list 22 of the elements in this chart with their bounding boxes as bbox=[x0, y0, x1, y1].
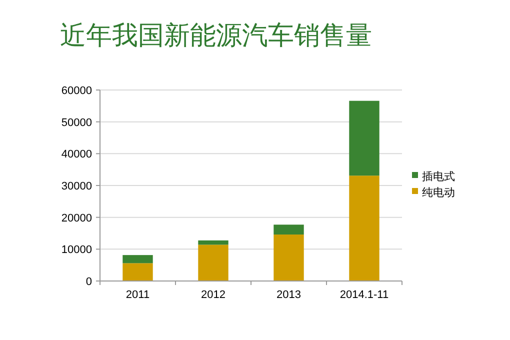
bar bbox=[198, 240, 228, 245]
legend-label: 插电式 bbox=[422, 170, 455, 183]
chart-title: 近年我国新能源汽车销售量 bbox=[60, 20, 372, 50]
y-tick-label: 0 bbox=[86, 276, 92, 288]
bar bbox=[349, 100, 380, 176]
y-tick-label: 60000 bbox=[61, 85, 92, 97]
legend-label: 纯电动 bbox=[422, 186, 455, 199]
bar bbox=[349, 176, 380, 281]
bar bbox=[274, 234, 304, 281]
bar bbox=[122, 263, 153, 281]
y-tick-label: 10000 bbox=[61, 244, 92, 256]
y-tick-label: 50000 bbox=[61, 116, 92, 129]
x-tick-label: 2014.1-11 bbox=[340, 289, 389, 301]
x-tick-label: 2012 bbox=[201, 289, 226, 301]
bar bbox=[274, 224, 304, 235]
y-tick-label: 40000 bbox=[61, 148, 92, 161]
x-tick-label: 2013 bbox=[276, 289, 301, 301]
bar bbox=[198, 244, 228, 281]
bar bbox=[122, 255, 153, 264]
y-tick-label: 20000 bbox=[61, 212, 92, 224]
y-tick-label: 30000 bbox=[61, 180, 92, 192]
x-tick-label: 2011 bbox=[126, 289, 150, 301]
